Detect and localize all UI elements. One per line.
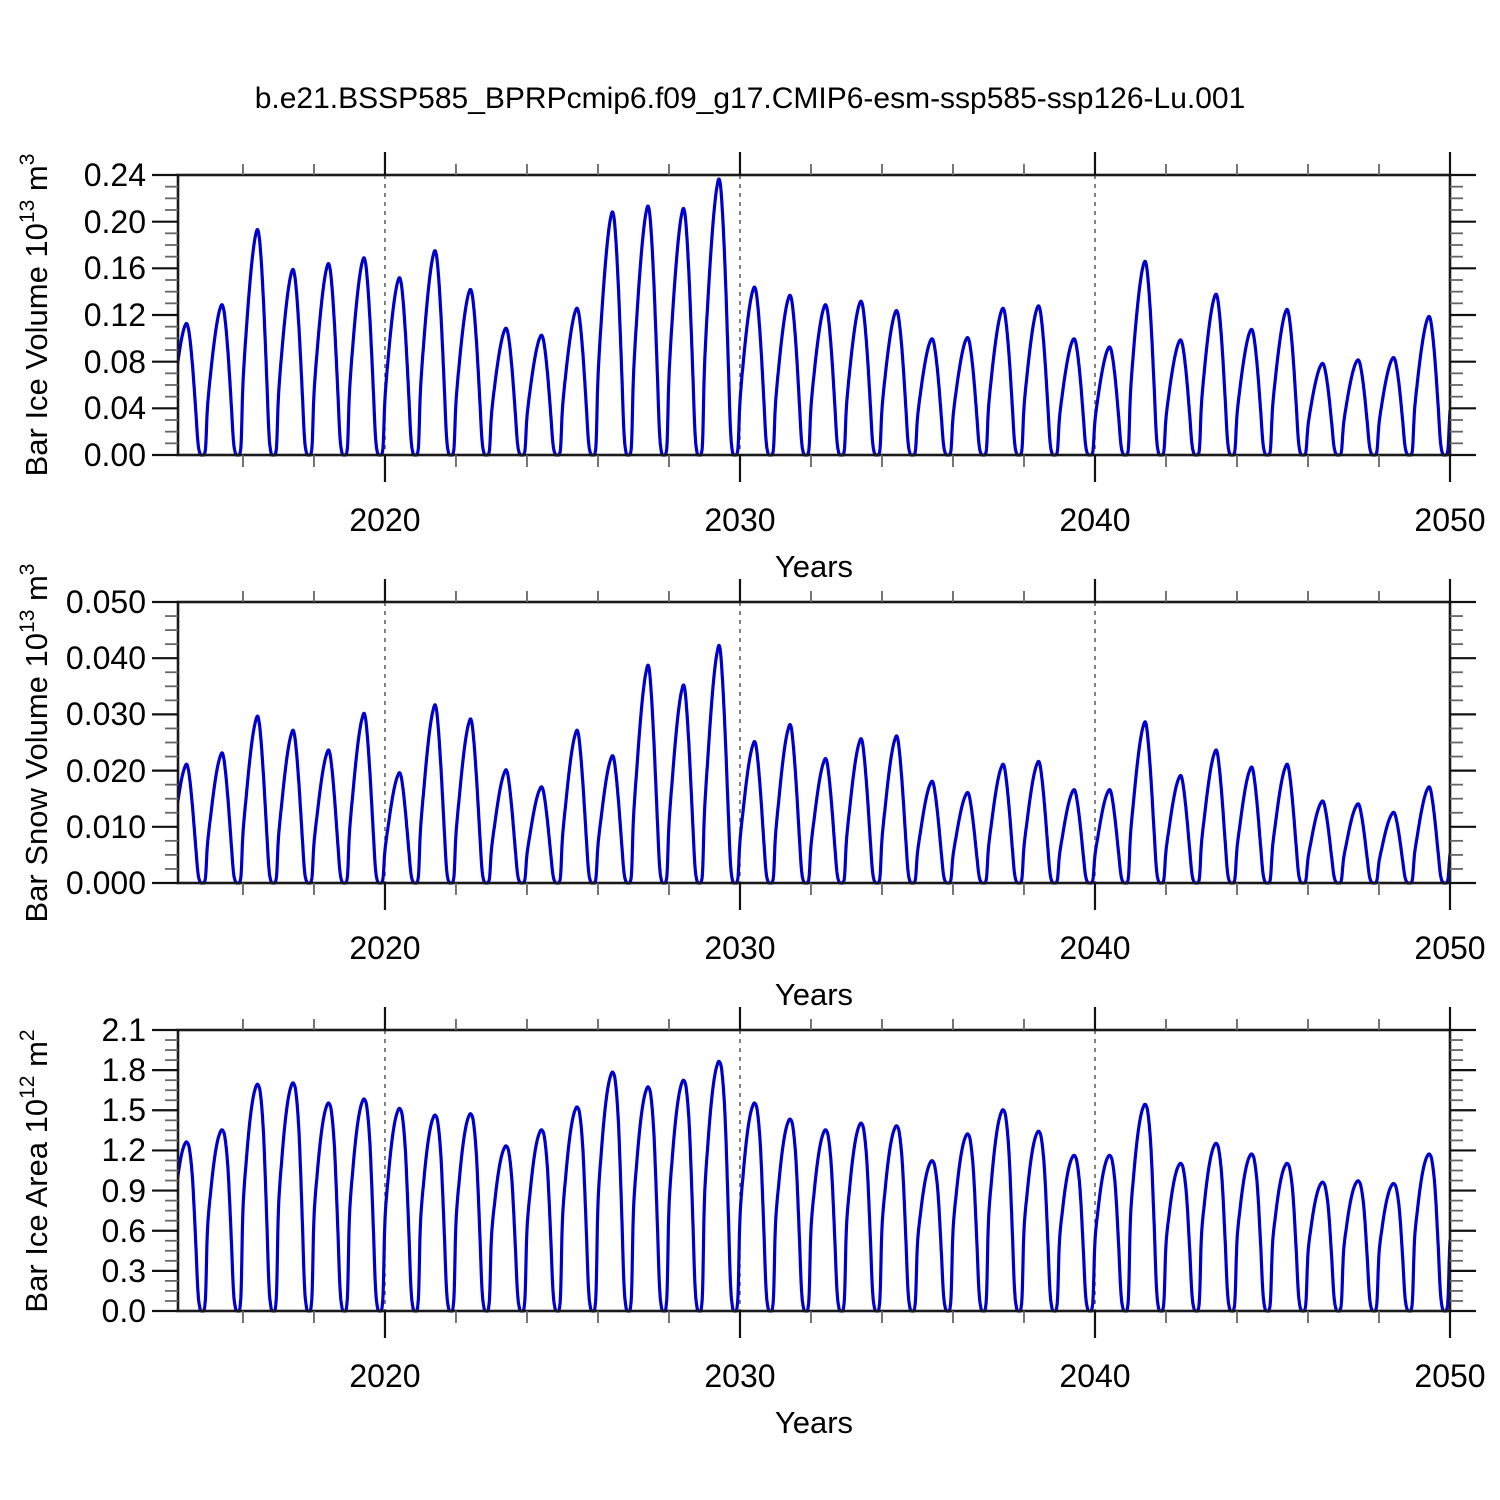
y-axis-label-bar-ice-volume: Bar Ice Volume 1013 m3 — [16, 153, 55, 477]
panel-bar-ice-volume — [152, 152, 1476, 482]
ytick-label-bar-ice-volume: 0.04 — [83, 390, 146, 427]
ytick-label-bar-ice-volume: 0.00 — [83, 437, 146, 473]
ytick-label-bar-snow-volume: 0.020 — [65, 752, 146, 789]
xtick-label-bar-ice-volume: 2040 — [1059, 502, 1131, 538]
x-axis-label-bar-ice-volume: Years — [774, 549, 854, 584]
xtick-label-bar-ice-area: 2030 — [704, 1358, 776, 1394]
series-line-bar-ice-area — [178, 1059, 1450, 1313]
ytick-label-bar-ice-volume: 0.12 — [83, 297, 146, 333]
superscript: 2 — [16, 1028, 39, 1041]
series-line-bar-snow-volume — [178, 643, 1450, 885]
ytick-label-bar-ice-volume: 0.24 — [83, 157, 146, 193]
ytick-label-bar-ice-area: 0.0 — [101, 1293, 146, 1329]
ytick-label-bar-snow-volume: 0.000 — [65, 865, 146, 901]
label-text: m — [19, 574, 54, 610]
xtick-label-bar-ice-area: 2040 — [1059, 1358, 1131, 1394]
ytick-label-bar-ice-volume: 0.08 — [83, 343, 146, 380]
panel-bar-ice-area — [152, 1007, 1476, 1338]
ytick-label-bar-ice-area: 0.6 — [101, 1212, 146, 1249]
xtick-label-bar-snow-volume: 2040 — [1059, 930, 1131, 966]
ytick-label-bar-ice-area: 1.5 — [101, 1092, 146, 1129]
ytick-label-bar-ice-volume: 0.16 — [83, 250, 146, 287]
superscript: 13 — [16, 199, 39, 224]
series-line-bar-ice-volume — [178, 177, 1450, 457]
x-axis-label-bar-ice-area: Years — [774, 1405, 854, 1440]
y-axis-label-bar-ice-area: Bar Ice Area 1012 m2 — [16, 1028, 55, 1313]
label-text: Bar Ice Volume 10 — [19, 223, 54, 477]
label-text: Bar Ice Area 10 — [19, 1098, 54, 1313]
superscript: 3 — [16, 563, 39, 575]
xtick-label-bar-snow-volume: 2050 — [1414, 930, 1486, 966]
ytick-label-bar-ice-area: 1.8 — [101, 1052, 146, 1089]
ytick-label-bar-ice-area: 0.3 — [101, 1252, 146, 1289]
ytick-label-bar-snow-volume: 0.030 — [65, 696, 146, 733]
axis-box — [176, 1028, 1452, 1313]
ytick-label-bar-ice-area: 0.9 — [101, 1172, 146, 1209]
xtick-label-bar-ice-volume: 2050 — [1414, 502, 1486, 538]
chart-title: b.e21.BSSP585_BPRPcmip6.f09_g17.CMIP6-es… — [254, 82, 1246, 115]
x-axis-label-bar-snow-volume: Years — [774, 977, 854, 1012]
ytick-label-bar-snow-volume: 0.040 — [65, 640, 146, 677]
y-axis-label-bar-snow-volume: Bar Snow Volume 1013 m3 — [16, 563, 55, 922]
label-text: m — [19, 165, 54, 200]
ytick-label-bar-ice-volume: 0.20 — [83, 203, 146, 240]
superscript: 13 — [16, 609, 39, 633]
xtick-label-bar-snow-volume: 2020 — [349, 930, 421, 966]
ytick-label-bar-ice-area: 1.2 — [101, 1132, 146, 1169]
ytick-label-bar-ice-area: 2.1 — [101, 1012, 146, 1048]
label-text: m — [19, 1040, 54, 1076]
ytick-label-bar-snow-volume: 0.050 — [65, 584, 146, 620]
xtick-label-bar-ice-volume: 2020 — [349, 502, 421, 538]
panel-bar-snow-volume — [152, 579, 1476, 910]
ytick-label-bar-snow-volume: 0.010 — [65, 808, 146, 845]
xtick-label-bar-ice-area: 2050 — [1414, 1358, 1486, 1394]
label-text: Bar Snow Volume 10 — [19, 632, 54, 922]
superscript: 12 — [16, 1075, 39, 1099]
superscript: 3 — [16, 153, 39, 166]
xtick-label-bar-snow-volume: 2030 — [704, 930, 776, 966]
xtick-label-bar-ice-area: 2020 — [349, 1358, 421, 1394]
xtick-label-bar-ice-volume: 2030 — [704, 502, 776, 538]
